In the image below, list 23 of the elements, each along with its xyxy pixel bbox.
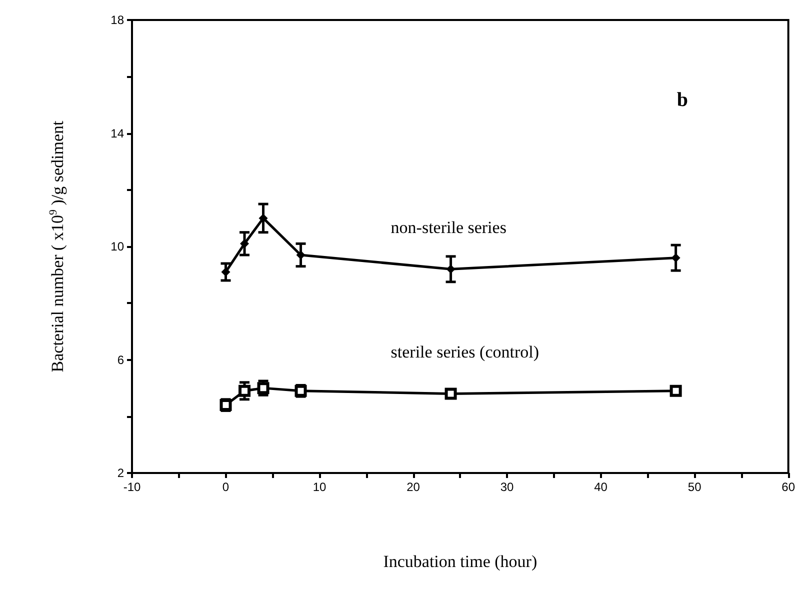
series-label: sterile series (control) <box>390 342 540 362</box>
y-tick-label: 6 <box>117 352 124 367</box>
x-tick-label: 40 <box>594 480 608 494</box>
y-axis-title: Bacterial number ( x109 )/g sediment <box>48 120 67 372</box>
y-tick-label: 10 <box>110 240 124 254</box>
annotation: b <box>676 89 688 111</box>
x-axis-title: Incubation time (hour) <box>383 552 538 571</box>
x-tick-label: 50 <box>688 480 702 494</box>
point <box>670 384 682 397</box>
y-tick-label: 14 <box>110 126 124 140</box>
y-tick-label: 18 <box>110 13 124 27</box>
point <box>257 382 270 394</box>
point <box>444 388 457 400</box>
point <box>238 384 251 397</box>
x-tick-label: 20 <box>406 480 420 494</box>
x-tick-label: 10 <box>312 480 327 494</box>
x-tick-label: 0 <box>222 480 230 494</box>
x-tick-label: -10 <box>123 480 141 494</box>
x-tick-label: 30 <box>500 480 514 494</box>
x-tick-label: 60 <box>782 480 796 494</box>
y-tick-label: 2 <box>117 466 124 480</box>
series-label: non-sterile series <box>390 218 506 238</box>
point <box>671 253 680 262</box>
